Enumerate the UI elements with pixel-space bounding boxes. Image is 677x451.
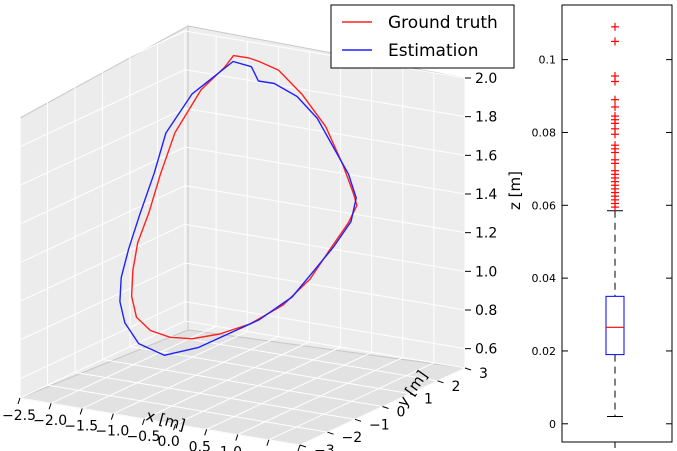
outlier-marker — [611, 95, 619, 104]
grid-line — [19, 262, 186, 341]
legend-label-estimation: Estimation — [388, 41, 479, 61]
boxplot-frame — [561, 4, 673, 443]
grid-line — [19, 301, 186, 380]
y-tick-label: 3 — [479, 366, 488, 382]
boxplot: 0 0.02 0.04 0.06 0.08 0.1 — [532, 22, 672, 448]
grid-line — [19, 397, 301, 446]
y-tick-label: 2 — [452, 379, 461, 395]
x-tick-label: 1.0 — [220, 445, 242, 451]
y-tick-mark — [437, 380, 444, 384]
grid-line — [184, 223, 466, 272]
x-tick-label: 0.0 — [158, 434, 180, 450]
y-tick-label: −2 — [342, 430, 363, 446]
estimation-line — [119, 60, 357, 356]
box-y-tick-label: 0.02 — [532, 345, 557, 358]
x-tick-mark — [48, 403, 52, 410]
x-tick-label: 0.5 — [189, 439, 211, 451]
z-tick-label: 0.6 — [475, 342, 497, 358]
box-y-tick-label: 0.04 — [532, 272, 557, 285]
outlier-marker — [611, 148, 619, 157]
grid-line — [19, 107, 186, 186]
x-tick-mark — [297, 444, 301, 451]
y-tick-mark — [354, 418, 362, 422]
x-tick-mark — [79, 408, 83, 415]
grid-3d: −2.5−2.0−1.5−1.0−0.50.0 0.5 1.0 1.5 2.0 −3 −2−… — [2, 30, 497, 451]
x-tick-mark — [17, 397, 21, 405]
x-tick-label: −2.0 — [33, 413, 67, 429]
box-y-tick-label: 0.08 — [532, 126, 557, 139]
y-tick-mark — [382, 406, 389, 409]
x-tick-mark — [235, 434, 239, 441]
grid-line — [184, 146, 466, 195]
outlier-marker — [611, 37, 619, 46]
z-tick-label: 1.6 — [475, 148, 497, 164]
x-tick-label: 1.5 — [251, 450, 273, 451]
grid-line — [157, 333, 438, 382]
legend: Ground truth Estimation — [330, 4, 515, 69]
z-tick-label: 1.8 — [475, 110, 497, 126]
z-axis-label: z [m] — [506, 171, 524, 210]
grid-line — [184, 30, 466, 79]
x-tick-mark — [110, 413, 114, 420]
grid-line — [19, 185, 186, 264]
z-tick-label: 1.0 — [475, 264, 497, 280]
grid-line — [19, 69, 186, 148]
grid-line — [129, 346, 411, 395]
grid-line — [184, 320, 466, 369]
x-tick-mark — [141, 418, 145, 426]
x-tick-mark — [204, 429, 208, 436]
y-tick-mark — [299, 444, 307, 448]
box-y-tick-label: 0 — [549, 418, 556, 431]
x-tick-label: −0.5 — [126, 429, 160, 445]
grid-line — [184, 301, 466, 350]
x-tick-label: −1.5 — [64, 418, 98, 434]
outlier-marker — [611, 22, 619, 31]
legend-label-ground-truth: Ground truth — [388, 13, 498, 33]
x-tick-mark — [266, 439, 270, 446]
legend-box — [330, 4, 515, 69]
x-tick-label: −1.0 — [95, 424, 129, 440]
box-y-tick-label: 0.06 — [532, 199, 557, 212]
grid-line — [19, 223, 186, 302]
y-tick-label: −3 — [314, 443, 335, 451]
box-y-tick-label: 0.1 — [539, 54, 557, 67]
z-tick-label: 2.0 — [475, 71, 497, 87]
z-tick-label: 1.2 — [475, 226, 497, 242]
grid-line — [19, 30, 186, 109]
grid-line — [184, 185, 466, 234]
y-tick-mark — [327, 431, 334, 435]
outlier-marker — [611, 159, 619, 168]
grid-line — [74, 371, 356, 420]
outlier-marker — [611, 102, 619, 111]
iqr-box — [605, 295, 625, 356]
z-tick-label: 0.8 — [475, 303, 497, 319]
grid-line — [102, 359, 383, 407]
y-tick-label: −1 — [369, 417, 390, 433]
y-tick-label: 1 — [424, 392, 433, 408]
z-tick-label: 1.4 — [475, 187, 497, 203]
grid-line — [47, 384, 328, 433]
grid-line — [184, 262, 466, 311]
x-tick-label: −2.5 — [2, 408, 36, 424]
grid-line — [184, 69, 466, 118]
y-tick-mark — [464, 367, 472, 371]
outlier-marker — [611, 130, 619, 139]
y-tick-mark — [409, 393, 417, 397]
x-tick-mark — [173, 423, 177, 431]
y-tick-label: 0 — [397, 405, 406, 421]
outlier-marker — [611, 203, 619, 212]
trajectory-lines — [119, 54, 358, 356]
outlier-marker — [611, 77, 619, 86]
